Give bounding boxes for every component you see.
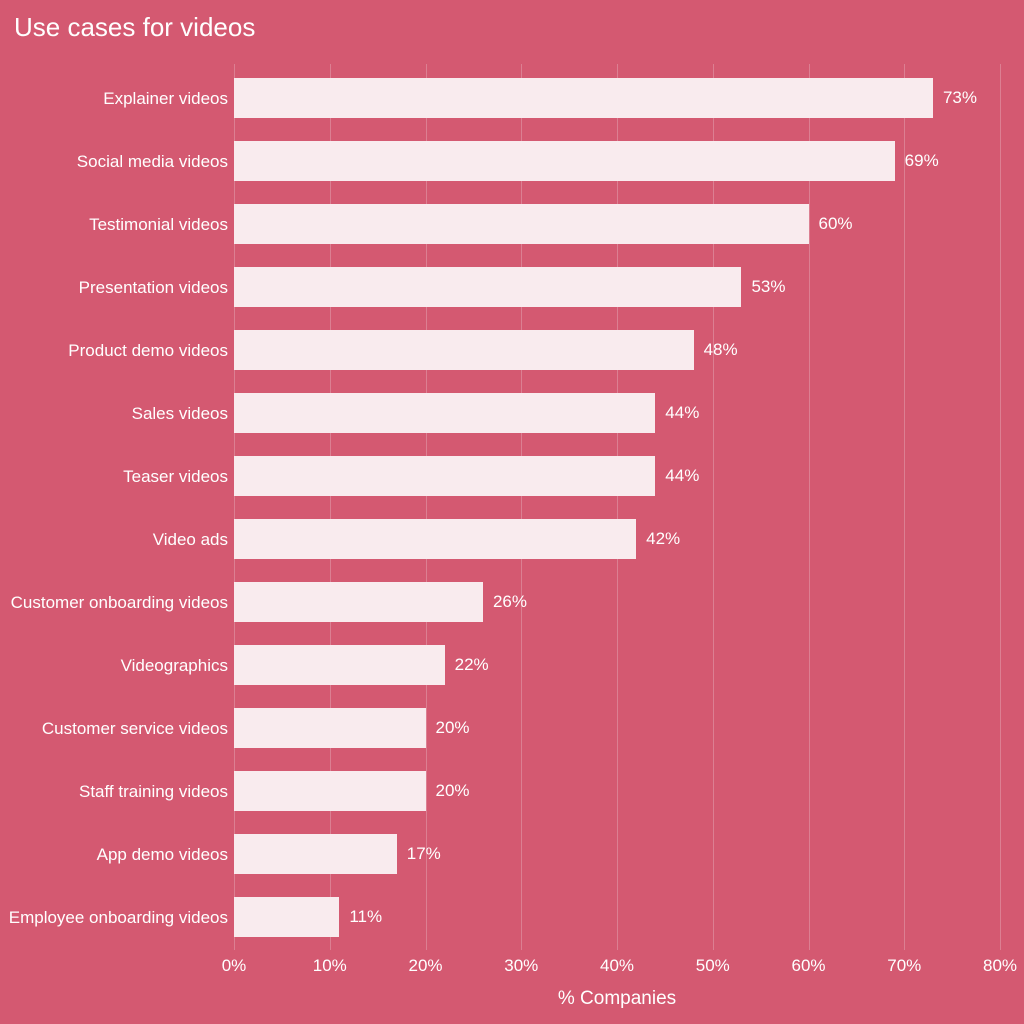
category-label: Employee onboarding videos [9, 908, 228, 928]
chart-stage: Use cases for videos % Companies 0% 10% 20… [0, 0, 1024, 1024]
category-label: Product demo videos [68, 341, 228, 361]
bar-value-label: 42% [646, 529, 680, 549]
bar: 69% [234, 141, 895, 181]
category-label: Videographics [121, 656, 228, 676]
bar-value-label: 60% [819, 214, 853, 234]
bar-value-label: 17% [407, 844, 441, 864]
bar-value-label: 44% [665, 403, 699, 423]
bar: 44% [234, 456, 655, 496]
category-label: Presentation videos [79, 278, 228, 298]
bar-value-label: 48% [704, 340, 738, 360]
category-label: Customer onboarding videos [11, 593, 228, 613]
bar: 44% [234, 393, 655, 433]
x-tick-label: 10% [313, 956, 347, 976]
gridline [1000, 64, 1001, 950]
bar-value-label: 26% [493, 592, 527, 612]
bar-value-label: 20% [436, 718, 470, 738]
bar-value-label: 11% [349, 907, 382, 927]
bar: 42% [234, 519, 636, 559]
x-tick-label: 0% [222, 956, 247, 976]
category-label: Sales videos [132, 404, 228, 424]
bar: 11% [234, 897, 339, 937]
category-label: Testimonial videos [89, 215, 228, 235]
category-label: Teaser videos [123, 467, 228, 487]
chart-title: Use cases for videos [14, 12, 255, 43]
x-tick-label: 60% [791, 956, 825, 976]
gridline [330, 64, 331, 950]
bar-value-label: 20% [436, 781, 470, 801]
bar-value-label: 53% [751, 277, 785, 297]
bar-value-label: 69% [905, 151, 939, 171]
bar: 73% [234, 78, 933, 118]
category-label: Explainer videos [103, 89, 228, 109]
bar: 26% [234, 582, 483, 622]
gridline [521, 64, 522, 950]
bar-value-label: 22% [455, 655, 489, 675]
x-tick-label: 70% [887, 956, 921, 976]
category-label: Staff training videos [79, 782, 228, 802]
gridline [904, 64, 905, 950]
x-tick-label: 20% [408, 956, 442, 976]
bar-value-label: 44% [665, 466, 699, 486]
x-axis-label: % Companies [558, 988, 676, 1010]
category-label: App demo videos [97, 845, 228, 865]
gridline [713, 64, 714, 950]
bar: 22% [234, 645, 445, 685]
bar: 53% [234, 267, 741, 307]
bar: 20% [234, 708, 426, 748]
bar: 20% [234, 771, 426, 811]
bar: 17% [234, 834, 397, 874]
bar-value-label: 73% [943, 88, 977, 108]
bar: 48% [234, 330, 694, 370]
x-tick-label: 40% [600, 956, 634, 976]
bar: 60% [234, 204, 809, 244]
gridline [426, 64, 427, 950]
gridline [617, 64, 618, 950]
x-tick-label: 50% [696, 956, 730, 976]
x-tick-label: 80% [983, 956, 1017, 976]
gridline [234, 64, 235, 950]
category-label: Social media videos [77, 152, 228, 172]
x-tick-label: 30% [504, 956, 538, 976]
gridline [809, 64, 810, 950]
category-label: Video ads [153, 530, 228, 550]
category-label: Customer service videos [42, 719, 228, 739]
